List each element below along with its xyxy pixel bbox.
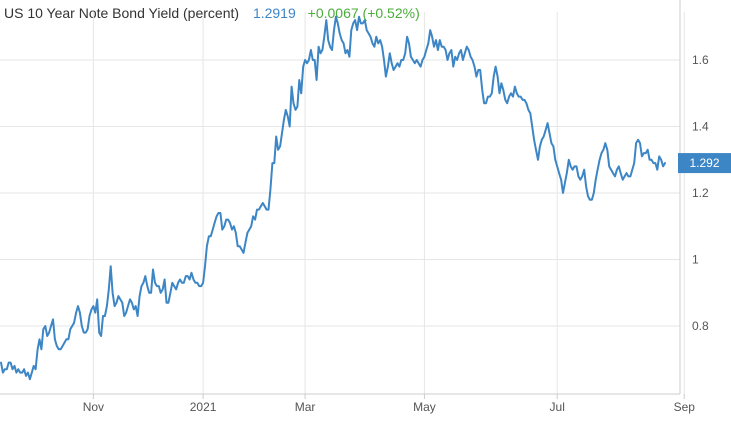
x-tick-label: Jul bbox=[550, 400, 565, 414]
x-tick-label: 2021 bbox=[190, 400, 217, 414]
chart-title: US 10 Year Note Bond Yield (percent) bbox=[4, 5, 240, 21]
y-tick-label: 1.6 bbox=[692, 53, 709, 67]
last-price: 1.2919 bbox=[252, 5, 296, 21]
grid bbox=[0, 12, 685, 394]
y-tick-label: 1 bbox=[692, 253, 699, 267]
last-value-badge: 1.292 bbox=[678, 153, 731, 174]
x-tick-label: Sep bbox=[674, 400, 696, 414]
x-tick-label: May bbox=[413, 400, 436, 414]
x-tick-label: Nov bbox=[83, 400, 104, 414]
last-value-badge-bg bbox=[678, 153, 731, 174]
tick-labels: 0.8 1 1.2 1.4 1.6 Nov 2021 Mar May Jul Sep bbox=[83, 53, 709, 414]
y-tick-label: 1.2 bbox=[692, 186, 709, 200]
y-tick-label: 1.4 bbox=[692, 120, 709, 134]
series bbox=[0, 15, 666, 381]
last-value-label: 1.292 bbox=[689, 156, 719, 170]
yield-series-line bbox=[0, 15, 666, 381]
y-tick-label: 0.8 bbox=[692, 319, 709, 333]
x-tick-label: Mar bbox=[295, 400, 316, 414]
axes bbox=[0, 0, 685, 399]
